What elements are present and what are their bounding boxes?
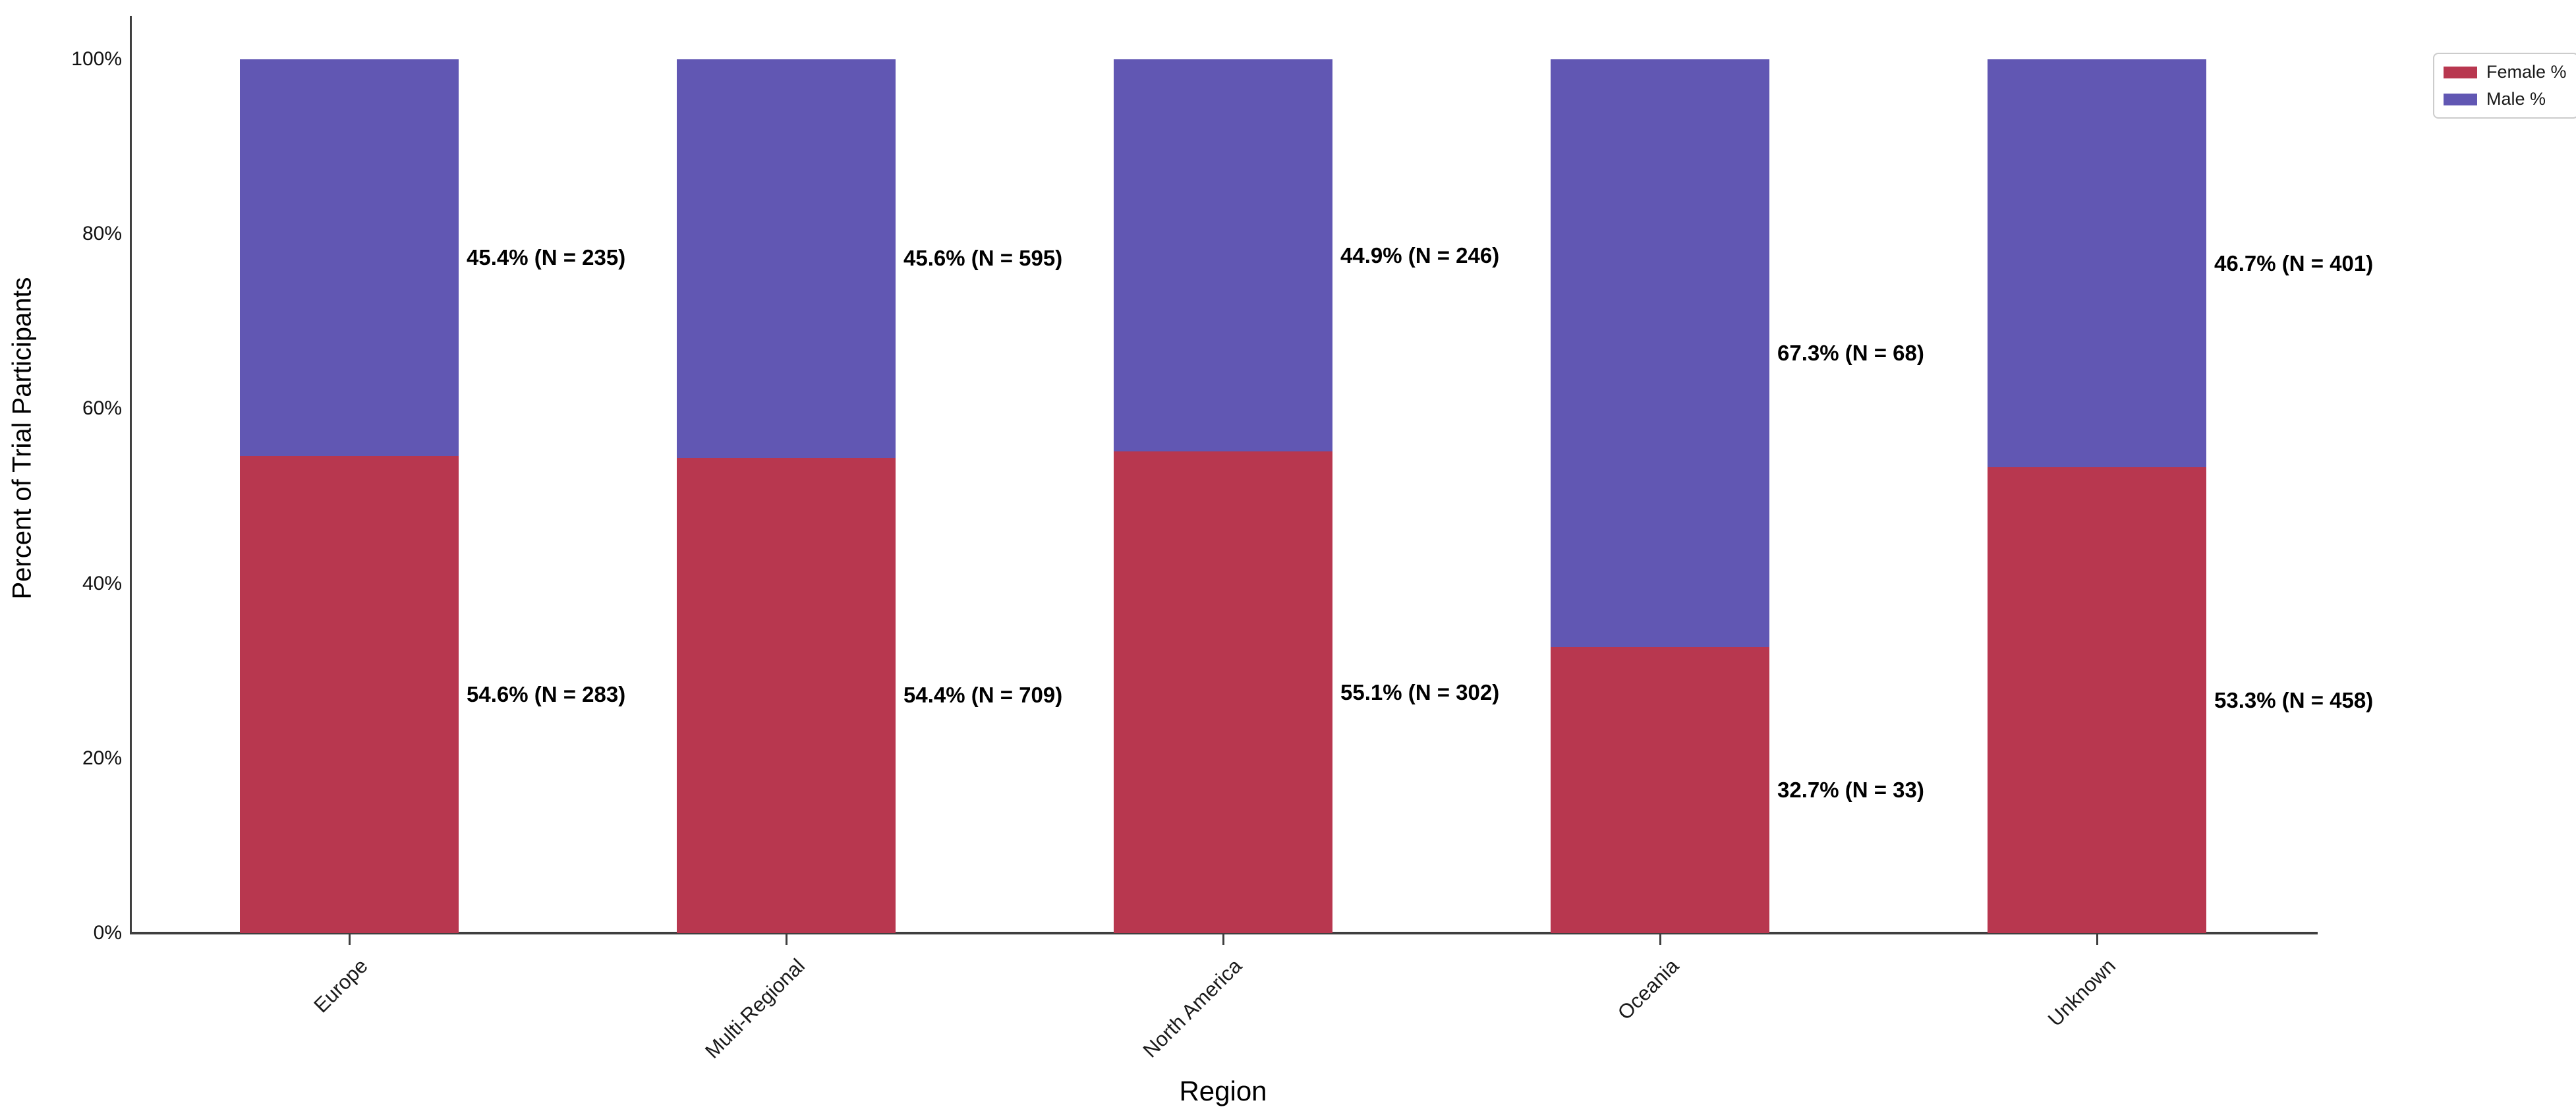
bar-female-oceania <box>1551 647 1769 933</box>
x-category-label-north-america: North America <box>1138 954 1246 1062</box>
bar-female-multi-regional <box>677 457 896 933</box>
bar-female-north-america <box>1114 451 1332 933</box>
bar-male-unknown <box>1988 59 2206 468</box>
x-category-label-oceania: Oceania <box>1613 954 1683 1025</box>
male-series-swatch <box>2444 93 2477 105</box>
bar-female-europe <box>240 456 459 933</box>
bar-male-multi-regional <box>677 59 896 458</box>
x-axis-line <box>130 932 2318 934</box>
annotation-female-oceania: 32.7% (N = 33) <box>1777 778 1924 803</box>
x-tick-mark-unknown <box>2096 934 2098 945</box>
annotation-male-north-america: 44.9% (N = 246) <box>1340 243 1500 268</box>
y-tick-label-40pct: 40% <box>82 572 122 594</box>
x-category-label-europe: Europe <box>309 954 372 1017</box>
legend-item-female: Female % <box>2444 62 2567 82</box>
x-tick-mark-north-america <box>1222 934 1224 945</box>
annotation-male-europe: 45.4% (N = 235) <box>467 245 626 270</box>
x-category-label-multi-regional: Multi-Regional <box>700 954 809 1063</box>
legend-item-male: Male % <box>2444 89 2567 109</box>
y-tick-label-80pct: 80% <box>82 223 122 245</box>
annotation-male-unknown: 46.7% (N = 401) <box>2214 250 2374 275</box>
annotation-female-unknown: 53.3% (N = 458) <box>2214 687 2374 712</box>
annotation-female-north-america: 55.1% (N = 302) <box>1340 679 1500 704</box>
y-tick-label-0pct: 0% <box>93 922 122 944</box>
annotation-male-multi-regional: 45.6% (N = 595) <box>903 246 1063 271</box>
x-category-label-unknown: Unknown <box>2043 954 2120 1031</box>
legend: Female % Male % <box>2433 53 2576 119</box>
annotation-male-oceania: 67.3% (N = 68) <box>1777 341 1924 366</box>
annotation-female-europe: 54.6% (N = 283) <box>467 682 626 706</box>
bar-female-unknown <box>1988 467 2206 933</box>
bar-male-oceania <box>1551 59 1769 648</box>
y-tick-label-60pct: 60% <box>82 397 122 420</box>
y-tick-label-100pct: 100% <box>71 48 122 70</box>
x-tick-mark-multi-regional <box>786 934 787 945</box>
x-tick-mark-oceania <box>1659 934 1661 945</box>
y-axis-line <box>130 16 132 934</box>
x-axis-title: Region <box>1179 1075 1267 1106</box>
annotation-female-multi-regional: 54.4% (N = 709) <box>903 683 1063 708</box>
bar-male-north-america <box>1114 59 1332 452</box>
y-axis-title: Percent of Trial Participants <box>7 277 37 600</box>
y-tick-label-20pct: 20% <box>82 747 122 769</box>
bar-male-europe <box>240 59 459 456</box>
legend-label-male: Male % <box>2486 89 2546 109</box>
x-tick-mark-europe <box>349 934 351 945</box>
legend-label-female: Female % <box>2486 62 2567 82</box>
female-series-swatch <box>2444 66 2477 78</box>
